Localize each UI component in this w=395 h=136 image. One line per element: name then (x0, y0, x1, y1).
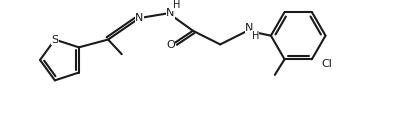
Text: O: O (166, 40, 175, 50)
Text: S: S (51, 35, 58, 45)
Text: H: H (173, 0, 180, 10)
Text: N: N (245, 23, 254, 33)
Text: N: N (135, 13, 143, 23)
Text: N: N (166, 8, 175, 18)
Text: Cl: Cl (322, 59, 333, 69)
Text: H: H (252, 31, 259, 41)
